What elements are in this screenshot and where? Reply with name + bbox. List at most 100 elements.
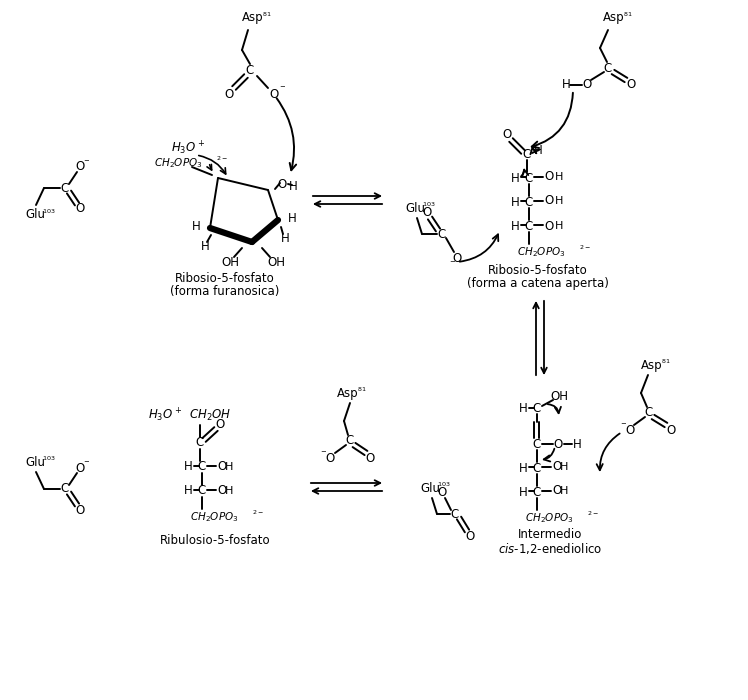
Text: $CH_2OPO_3$: $CH_2OPO_3$ bbox=[517, 245, 565, 259]
Text: C: C bbox=[61, 482, 69, 496]
Text: C: C bbox=[61, 181, 69, 195]
Text: H: H bbox=[555, 196, 563, 206]
Text: $^{-}$: $^{-}$ bbox=[620, 421, 628, 431]
Text: O: O bbox=[423, 206, 432, 220]
Text: Asp: Asp bbox=[337, 386, 359, 400]
Text: H: H bbox=[191, 220, 200, 232]
Text: OH: OH bbox=[550, 391, 568, 403]
Text: O: O bbox=[76, 160, 85, 174]
Text: H: H bbox=[280, 232, 289, 244]
Text: (forma furanosica): (forma furanosica) bbox=[171, 286, 280, 298]
Text: Ribosio-5-fosfato: Ribosio-5-fosfato bbox=[488, 263, 588, 276]
Text: H: H bbox=[511, 220, 519, 232]
Text: O: O bbox=[545, 220, 554, 232]
Text: C: C bbox=[525, 195, 533, 209]
Text: $^{81}$: $^{81}$ bbox=[263, 11, 272, 20]
Text: $^{103}$: $^{103}$ bbox=[422, 202, 436, 211]
Text: H: H bbox=[562, 78, 571, 92]
Text: Ribulosio-5-fosfato: Ribulosio-5-fosfato bbox=[159, 533, 270, 547]
Text: C: C bbox=[525, 220, 533, 232]
Text: $^{-}$: $^{-}$ bbox=[280, 84, 286, 94]
Text: O: O bbox=[625, 424, 634, 437]
Text: O: O bbox=[278, 178, 286, 190]
Text: Asp: Asp bbox=[641, 358, 663, 372]
Text: $^{103}$: $^{103}$ bbox=[42, 456, 56, 465]
Text: Glu: Glu bbox=[25, 456, 45, 468]
Text: C: C bbox=[438, 228, 446, 241]
Text: H: H bbox=[555, 221, 563, 231]
Text: H: H bbox=[183, 484, 192, 498]
Text: H: H bbox=[225, 462, 233, 472]
Text: O: O bbox=[552, 484, 562, 498]
Text: H: H bbox=[533, 144, 542, 157]
Text: O: O bbox=[465, 529, 475, 542]
Text: O: O bbox=[583, 78, 592, 90]
Text: H: H bbox=[225, 486, 233, 496]
Text: $^{103}$: $^{103}$ bbox=[42, 209, 56, 218]
Text: Glu: Glu bbox=[420, 482, 440, 494]
Text: $^{2-}$: $^{2-}$ bbox=[252, 510, 264, 519]
Text: C: C bbox=[451, 508, 459, 521]
Text: C: C bbox=[604, 62, 612, 74]
Text: C: C bbox=[533, 486, 541, 498]
Text: O: O bbox=[545, 171, 554, 183]
Text: O: O bbox=[76, 202, 85, 216]
Text: Asp: Asp bbox=[242, 11, 264, 25]
Text: H: H bbox=[288, 211, 296, 225]
Text: O: O bbox=[76, 503, 85, 517]
Text: $^{81}$: $^{81}$ bbox=[623, 11, 633, 20]
Text: (forma a catena aperta): (forma a catena aperta) bbox=[467, 277, 609, 290]
Text: H: H bbox=[573, 438, 581, 451]
Text: O: O bbox=[76, 461, 85, 475]
Text: C: C bbox=[645, 407, 653, 419]
Text: O: O bbox=[224, 88, 233, 101]
Text: O: O bbox=[325, 452, 334, 465]
Text: $^{2-}$: $^{2-}$ bbox=[216, 155, 228, 164]
Text: $^{103}$: $^{103}$ bbox=[437, 482, 451, 491]
Text: $^{-}$: $^{-}$ bbox=[320, 449, 328, 459]
Text: O: O bbox=[545, 195, 554, 207]
Text: O: O bbox=[503, 129, 512, 141]
Text: $^{-}$: $^{-}$ bbox=[84, 158, 91, 168]
Text: O: O bbox=[218, 461, 227, 473]
Text: H: H bbox=[560, 462, 568, 472]
Text: OH: OH bbox=[267, 256, 285, 269]
Text: C: C bbox=[533, 461, 541, 475]
Text: O: O bbox=[215, 419, 224, 431]
Text: C: C bbox=[246, 64, 254, 76]
Text: C: C bbox=[523, 148, 531, 162]
Text: $^{-}$: $^{-}$ bbox=[450, 259, 456, 269]
Text: Glu: Glu bbox=[25, 209, 45, 221]
Text: $CH_2OH$: $CH_2OH$ bbox=[188, 407, 231, 423]
Text: H: H bbox=[518, 402, 527, 414]
Text: $^{2-}$: $^{2-}$ bbox=[587, 510, 599, 519]
Text: H: H bbox=[518, 461, 527, 475]
Text: C: C bbox=[533, 438, 541, 451]
Text: O: O bbox=[365, 452, 375, 465]
Text: O: O bbox=[269, 88, 278, 101]
Text: O: O bbox=[666, 424, 675, 437]
Text: Ribosio-5-fosfato: Ribosio-5-fosfato bbox=[175, 272, 275, 284]
Text: Asp: Asp bbox=[603, 11, 625, 25]
Text: H: H bbox=[518, 486, 527, 498]
Text: Glu: Glu bbox=[405, 202, 425, 214]
Text: $CH_2OPO_3$: $CH_2OPO_3$ bbox=[524, 511, 573, 525]
Text: C: C bbox=[533, 402, 541, 414]
Text: C: C bbox=[198, 484, 206, 498]
Text: $^{81}$: $^{81}$ bbox=[661, 358, 671, 368]
Text: $CH_2OPO_3$: $CH_2OPO_3$ bbox=[153, 156, 202, 170]
Text: OH: OH bbox=[221, 256, 239, 269]
Text: H: H bbox=[289, 179, 298, 193]
Text: O: O bbox=[554, 438, 562, 451]
Text: $\it{cis}$-1,2-enediolico: $\it{cis}$-1,2-enediolico bbox=[498, 542, 602, 557]
Text: H: H bbox=[555, 172, 563, 182]
Text: C: C bbox=[196, 437, 204, 449]
Text: C: C bbox=[198, 461, 206, 473]
Text: O: O bbox=[438, 486, 447, 500]
Text: H: H bbox=[200, 239, 209, 253]
Text: $CH_2OPO_3$: $CH_2OPO_3$ bbox=[190, 510, 239, 524]
Text: C: C bbox=[346, 435, 354, 447]
Text: O: O bbox=[453, 251, 462, 265]
Text: H: H bbox=[511, 195, 519, 209]
Text: H: H bbox=[511, 172, 519, 185]
